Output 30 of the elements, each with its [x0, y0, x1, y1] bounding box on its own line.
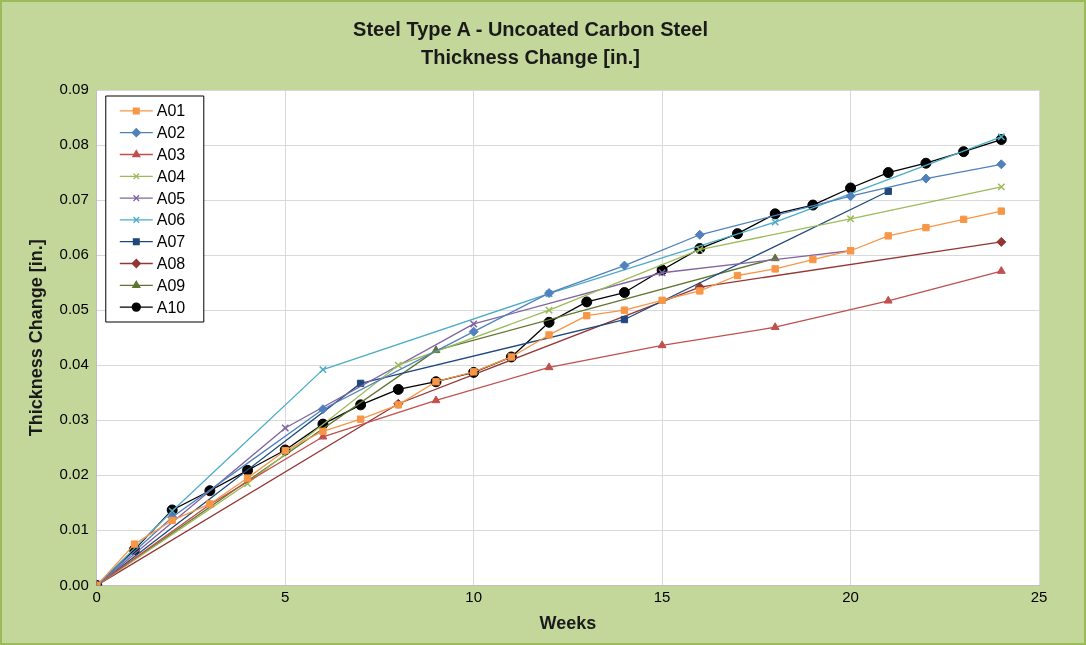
legend-label: A06	[156, 211, 186, 229]
legend-label: A05	[156, 189, 186, 207]
y-tick-label: 0.05	[59, 300, 89, 318]
chart-subtitle: Thickness Change [in.]	[421, 45, 640, 68]
legend-label: A10	[156, 298, 186, 316]
legend-label: A01	[156, 102, 186, 120]
x-tick-label: 15	[653, 587, 671, 605]
y-axis-title: Thickness Change [in.]	[25, 239, 46, 437]
chart-title: Steel Type A - Uncoated Carbon Steel	[353, 17, 708, 40]
x-tick-label: 5	[281, 587, 290, 605]
y-tick-label: 0.09	[59, 80, 89, 98]
y-tick-label: 0.01	[59, 520, 89, 538]
legend-label: A04	[156, 167, 186, 185]
y-tick-label: 0.03	[59, 410, 89, 428]
x-tick-label: 10	[465, 587, 483, 605]
x-tick-label: 20	[842, 587, 859, 605]
legend-label: A07	[156, 233, 186, 251]
y-tick-label: 0.08	[59, 135, 89, 153]
x-tick-label: 25	[1030, 587, 1048, 605]
y-tick-label: 0.04	[59, 355, 89, 373]
legend-label: A03	[156, 145, 186, 163]
y-tick-label: 0.07	[59, 190, 89, 208]
y-tick-label: 0.02	[59, 465, 89, 483]
y-tick-label: 0.06	[59, 245, 89, 263]
legend-label: A09	[156, 276, 186, 294]
x-axis-title: Weeks	[539, 613, 597, 634]
legend-label: A02	[156, 124, 186, 142]
x-tick-label: 0	[92, 587, 101, 605]
y-tick-label: 0.00	[59, 575, 89, 593]
legend-label: A08	[156, 254, 186, 272]
